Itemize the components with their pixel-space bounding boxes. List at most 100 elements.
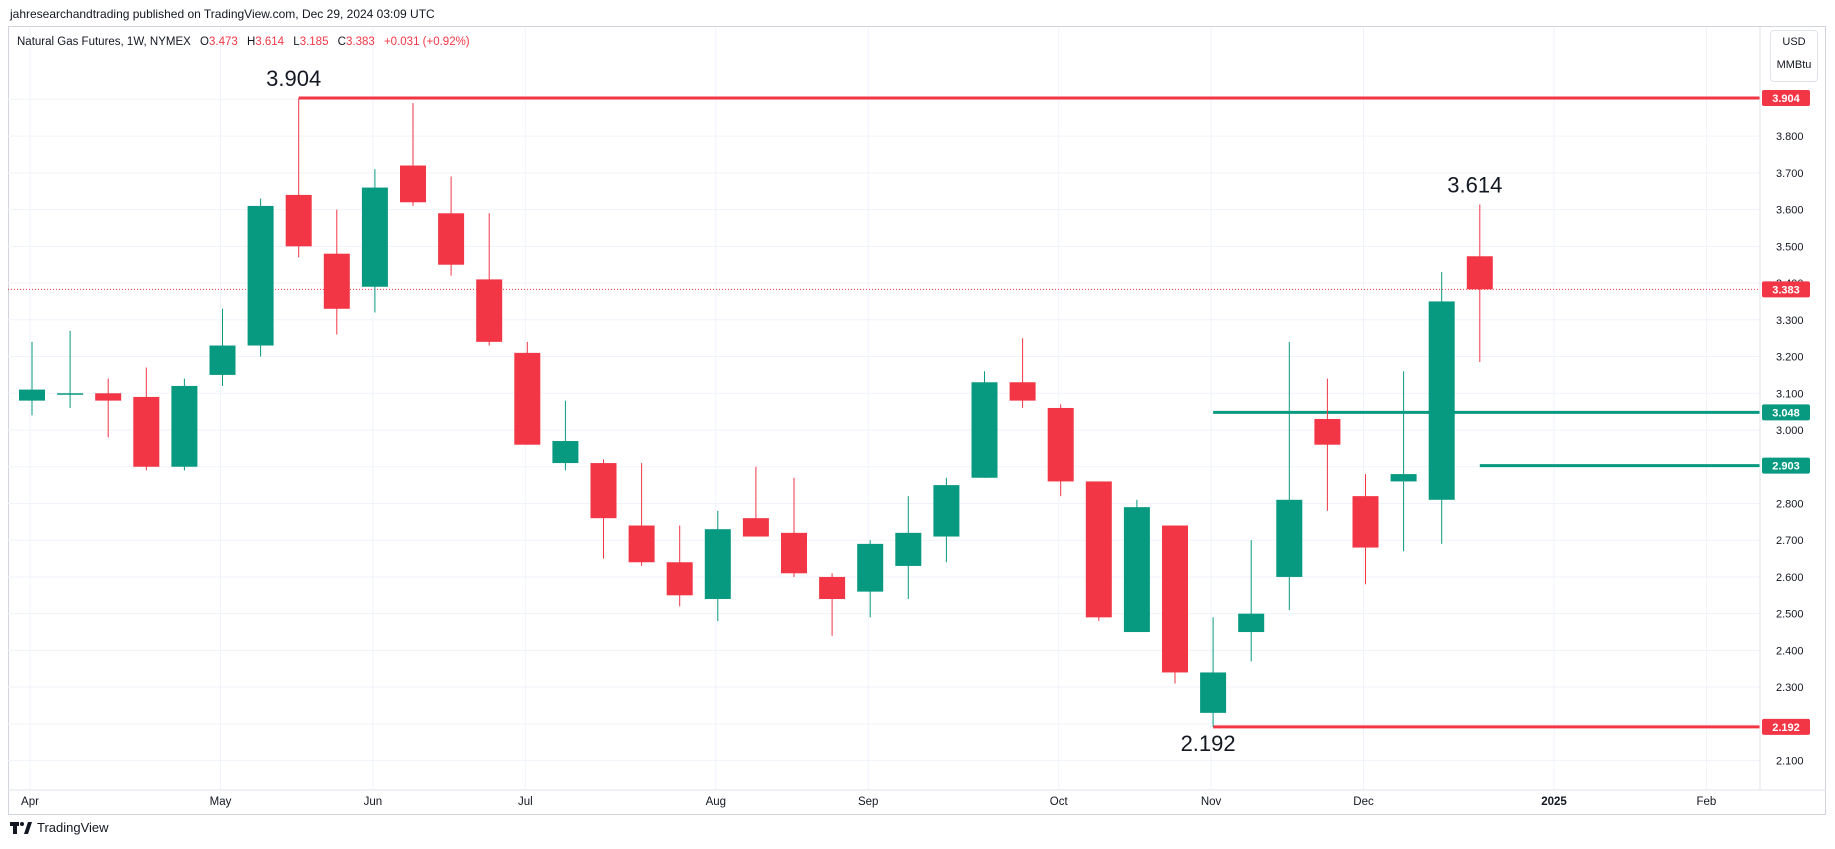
price-badge-bg bbox=[1762, 718, 1810, 735]
x-tick-label: Feb bbox=[1696, 796, 1716, 808]
candle bbox=[514, 341, 541, 445]
candle bbox=[742, 466, 769, 537]
candle-body bbox=[933, 485, 960, 537]
price-badge-label: 2.903 bbox=[1772, 461, 1800, 473]
candle-body bbox=[95, 393, 122, 401]
time-axis: Apr May Jun Jul Aug Sep Oct Nov Dec 2025 Feb bbox=[8, 789, 1826, 808]
tradingview-footer[interactable]: TradingView bbox=[10, 820, 109, 835]
y-tick-label: 2.100 bbox=[1776, 756, 1804, 768]
price-badge-label: 3.383 bbox=[1772, 284, 1800, 296]
candle-body bbox=[590, 463, 617, 519]
price-badge: 3.383 bbox=[1762, 281, 1810, 298]
x-tick-label: Aug bbox=[706, 796, 726, 808]
y-tick-label: 3.600 bbox=[1776, 205, 1804, 217]
price-badge-label: 3.048 bbox=[1772, 407, 1800, 419]
y-tick-label: 2.700 bbox=[1776, 535, 1804, 547]
price-annotation: 3.904 bbox=[266, 66, 321, 91]
price-badge-bg bbox=[1762, 281, 1810, 298]
candle-body bbox=[666, 562, 693, 596]
x-tick-label: Jun bbox=[364, 796, 383, 808]
grid-lines bbox=[8, 27, 1760, 790]
price-badge-bg bbox=[1762, 404, 1810, 421]
unit-label: MMBtu bbox=[1776, 59, 1812, 71]
x-tick-label: Nov bbox=[1201, 796, 1222, 808]
candle-body bbox=[819, 576, 846, 599]
candle bbox=[781, 477, 807, 577]
candle bbox=[1085, 481, 1112, 622]
symbol-legend: Natural Gas Futures, 1W, NYMEX O3.473 H3… bbox=[17, 36, 470, 48]
x-tick-label: Sep bbox=[858, 796, 878, 808]
candle-body bbox=[1238, 613, 1265, 633]
x-tick-label: Oct bbox=[1050, 796, 1069, 808]
low-label: L bbox=[293, 36, 300, 48]
low-value: 3.185 bbox=[299, 36, 329, 48]
y-tick-label: 2.300 bbox=[1776, 682, 1804, 694]
candle bbox=[590, 459, 617, 559]
candle bbox=[438, 176, 465, 276]
candle bbox=[819, 573, 846, 636]
candle bbox=[361, 169, 388, 313]
candle bbox=[666, 525, 693, 607]
y-tick-label: 3.500 bbox=[1776, 241, 1804, 253]
candle-body bbox=[1162, 525, 1188, 673]
candle bbox=[1390, 371, 1417, 552]
candle bbox=[171, 378, 198, 471]
price-annotation: 2.192 bbox=[1181, 731, 1236, 756]
candle bbox=[933, 477, 960, 563]
candle bbox=[1466, 204, 1493, 363]
open-label: O bbox=[200, 36, 209, 48]
candle-body bbox=[209, 345, 236, 375]
candle-body bbox=[1276, 499, 1303, 577]
candle-body bbox=[552, 441, 579, 464]
y-tick-label: 3.000 bbox=[1776, 425, 1804, 437]
price-badge-bg bbox=[1762, 457, 1810, 474]
price-badge-bg bbox=[1762, 89, 1810, 106]
candle-body bbox=[247, 205, 274, 346]
level-lines bbox=[8, 96, 1760, 729]
y-tick-label: 3.700 bbox=[1776, 168, 1804, 180]
x-tick-label: Apr bbox=[21, 796, 39, 808]
candle bbox=[400, 103, 426, 206]
candle-body bbox=[323, 253, 350, 309]
candle bbox=[1276, 341, 1303, 611]
candle bbox=[209, 308, 236, 386]
price-badge: 3.048 bbox=[1762, 404, 1810, 421]
candle bbox=[133, 367, 160, 471]
candle bbox=[1200, 617, 1227, 727]
open-value: 3.473 bbox=[209, 36, 238, 48]
candle bbox=[971, 371, 998, 478]
candle bbox=[857, 540, 884, 618]
x-tick-label: 2025 bbox=[1541, 796, 1567, 808]
candle-body bbox=[1200, 672, 1227, 713]
candle-body bbox=[19, 389, 45, 401]
candle bbox=[552, 400, 579, 471]
candle bbox=[1162, 525, 1188, 684]
candle-body bbox=[171, 385, 198, 467]
change-value: +0.031 (+0.92%) bbox=[383, 36, 470, 48]
high-value: 3.614 bbox=[255, 36, 285, 48]
y-tick-label: 3.800 bbox=[1776, 131, 1804, 143]
chart-frame bbox=[8, 26, 1826, 815]
candle bbox=[895, 496, 922, 599]
brand-name: TradingView bbox=[37, 820, 109, 835]
price-annotation: 3.614 bbox=[1447, 172, 1502, 197]
y-tick-label: 2.500 bbox=[1776, 609, 1804, 621]
candle bbox=[323, 209, 350, 335]
candle bbox=[704, 510, 731, 622]
candle-body bbox=[895, 532, 922, 566]
x-tick-label: Jul bbox=[518, 796, 533, 808]
x-tick-label: Dec bbox=[1353, 796, 1374, 808]
candle bbox=[628, 463, 655, 566]
candle bbox=[19, 341, 45, 416]
currency-unit-selector[interactable]: USD MMBtu bbox=[1770, 30, 1818, 82]
candle-body bbox=[400, 165, 426, 203]
candles bbox=[19, 97, 1493, 727]
candle-body bbox=[1352, 496, 1379, 548]
candle-body bbox=[704, 529, 731, 599]
y-tick-label: 2.800 bbox=[1776, 498, 1804, 510]
candle-body bbox=[57, 393, 84, 395]
candle bbox=[57, 330, 84, 408]
price-badge: 3.904 bbox=[1762, 89, 1810, 106]
candle bbox=[476, 213, 503, 346]
